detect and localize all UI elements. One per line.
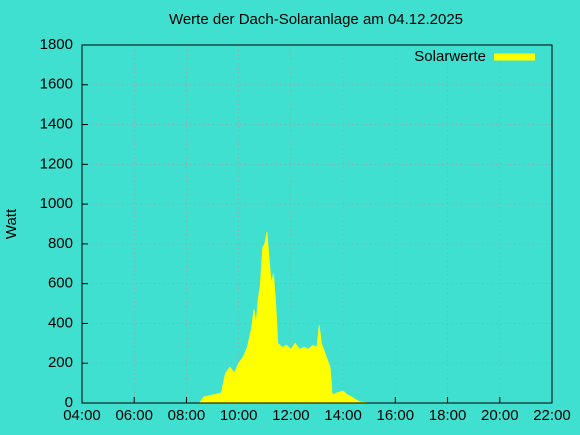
- y-tick-label: 1600: [40, 76, 73, 93]
- x-tick-label: 22:00: [533, 407, 571, 424]
- y-tick-label: 1200: [40, 155, 73, 172]
- y-tick-label: 800: [48, 235, 73, 252]
- chart-title: Werte der Dach-Solaranlage am 04.12.2025: [169, 11, 463, 28]
- y-tick-label: 400: [48, 314, 73, 331]
- legend-label: Solarwerte: [414, 48, 486, 65]
- area: [198, 231, 370, 404]
- y-tick-label: 600: [48, 275, 73, 292]
- x-tick-label: 08:00: [168, 407, 206, 424]
- x-tick-label: 14:00: [324, 407, 362, 424]
- x-tick-label: 06:00: [115, 407, 153, 424]
- x-tick-label: 16:00: [377, 407, 415, 424]
- x-tick-label: 18:00: [429, 407, 467, 424]
- y-tick-label: 200: [48, 354, 73, 371]
- y-tick-label: 1800: [40, 36, 73, 53]
- x-tick-label: 12:00: [272, 407, 310, 424]
- x-tick-label: 10:00: [220, 407, 258, 424]
- y-axis-label: Watt: [3, 208, 20, 239]
- y-tick-label: 1400: [40, 116, 73, 133]
- x-tick-label: 04:00: [63, 407, 101, 424]
- y-tick-label: 1000: [40, 195, 73, 212]
- x-tick-label: 20:00: [481, 407, 519, 424]
- y-tick-label: 0: [65, 394, 73, 411]
- plot-border: [81, 44, 553, 404]
